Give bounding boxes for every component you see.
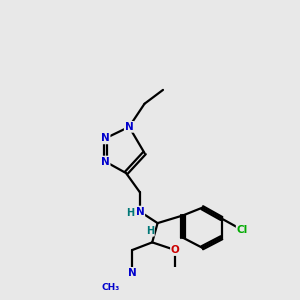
- Text: O: O: [171, 245, 180, 255]
- Text: H: H: [146, 226, 154, 236]
- Text: N: N: [101, 157, 110, 166]
- Text: CH₃: CH₃: [101, 283, 120, 292]
- Text: N: N: [125, 122, 134, 132]
- Text: Cl: Cl: [237, 225, 248, 235]
- Text: N: N: [128, 268, 136, 278]
- Text: H: H: [127, 208, 135, 218]
- Text: N: N: [101, 134, 110, 143]
- Text: N: N: [136, 207, 144, 217]
